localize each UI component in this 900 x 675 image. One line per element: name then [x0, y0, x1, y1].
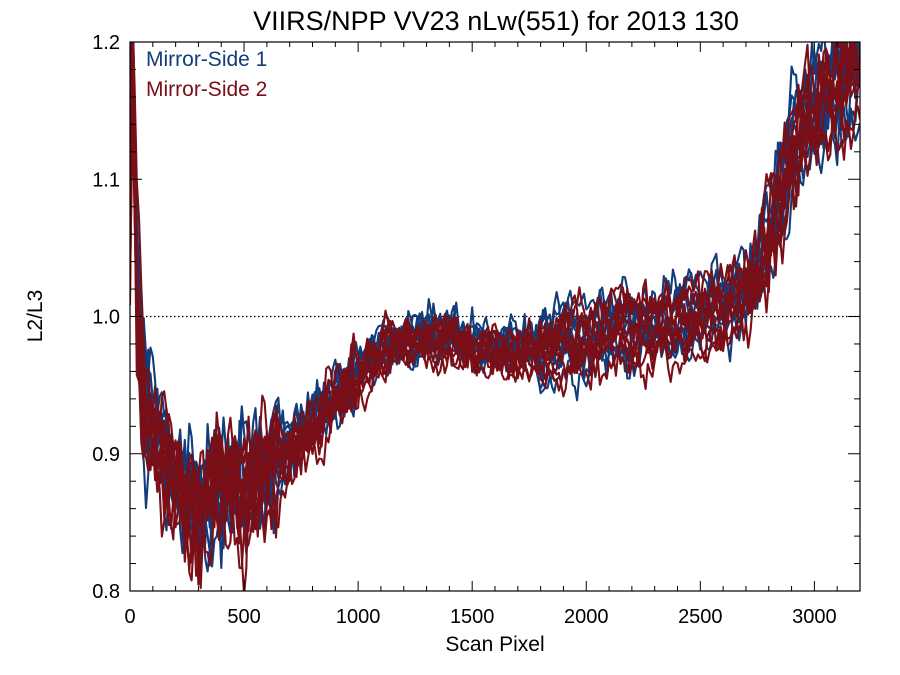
y-tick-label: 1.0 — [92, 307, 120, 329]
series-2-line — [130, 42, 855, 533]
chart-title: VIIRS/NPP VV23 nLw(551) for 2013 130 — [253, 6, 739, 36]
x-tick-label: 0 — [124, 606, 135, 628]
y-tick-label: 0.8 — [92, 581, 120, 603]
legend: Mirror-Side 1 Mirror-Side 2 — [146, 48, 267, 101]
legend-entry-mirror-side-1: Mirror-Side 1 — [146, 48, 267, 71]
series-2-line — [130, 49, 860, 586]
series-2-lines — [130, 42, 860, 591]
x-axis-label: Scan Pixel — [445, 633, 544, 656]
legend-entry-mirror-side-2: Mirror-Side 2 — [146, 78, 267, 101]
series-layer — [130, 42, 860, 591]
x-tick-label: 1000 — [336, 606, 381, 628]
x-tick-label: 1500 — [450, 606, 495, 628]
y-tick-label: 0.9 — [92, 444, 120, 466]
series-2-line — [130, 42, 860, 545]
x-tick-label: 500 — [227, 606, 260, 628]
x-tick-label: 2500 — [678, 606, 723, 628]
y-tick-label: 1.1 — [92, 169, 120, 191]
y-tick-label: 1.2 — [92, 32, 120, 54]
x-tick-label: 2000 — [564, 606, 609, 628]
y-axis-label: L2/L3 — [24, 290, 47, 343]
series-2-line — [130, 45, 860, 541]
x-tick-label: 3000 — [792, 606, 837, 628]
tick-layer: 0 500 1000 1500 2000 2500 3000 0.8 0.9 1.0 1.1 1.2 — [92, 32, 861, 628]
